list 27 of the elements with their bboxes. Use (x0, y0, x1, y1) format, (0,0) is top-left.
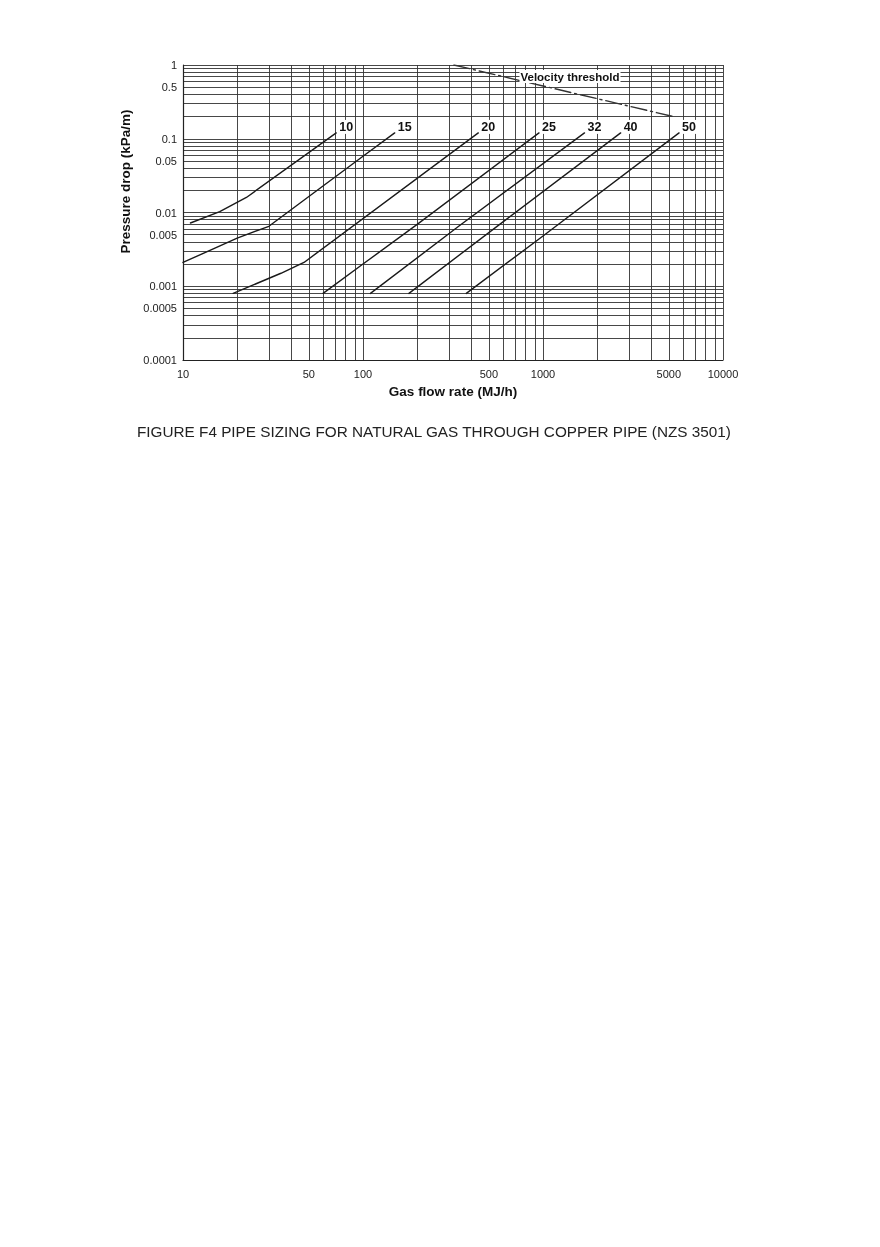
x-tick-label: 1000 (530, 367, 556, 380)
series-label: 32 (587, 119, 602, 134)
x-tick-label: 10 (176, 367, 190, 380)
y-tick-label: 0.001 (149, 280, 177, 293)
x-tick-label: 5000 (656, 367, 682, 380)
x-tick-label: 100 (353, 367, 373, 380)
y-tick-label: 1 (170, 59, 177, 71)
series-label: 50 (682, 119, 697, 134)
x-tick-label: 10000 (707, 367, 739, 380)
text: FIGURE F4 PIPE SIZING FOR NATURAL GAS THROUGH COPPER PIPE (NZS 3501) (137, 423, 731, 440)
series-label: 25 (541, 119, 556, 134)
y-tick-label: 0.01 (155, 206, 177, 219)
y-axis-title: Pressure drop (kPa/m) (117, 109, 133, 254)
y-tick-label: 0.0005 (143, 302, 177, 315)
y-tick-label: 0.005 (149, 228, 177, 241)
y-tick-label: 0.1 (161, 132, 177, 145)
y-tick-label: 0.05 (155, 154, 177, 167)
x-tick-label: 50 (302, 367, 315, 380)
series-label: 10 (339, 119, 354, 134)
y-tick-label: 0.5 (161, 81, 177, 94)
series-label: 40 (623, 119, 638, 134)
series-label: 15 (397, 119, 412, 134)
x-axis-title: Gas flow rate (MJ/h) (388, 383, 518, 399)
series-label: 20 (481, 119, 496, 134)
x-tick-label: 500 (479, 367, 498, 380)
series-label: Velocity threshold (520, 70, 620, 83)
y-tick-label: 0.0001 (143, 354, 177, 366)
